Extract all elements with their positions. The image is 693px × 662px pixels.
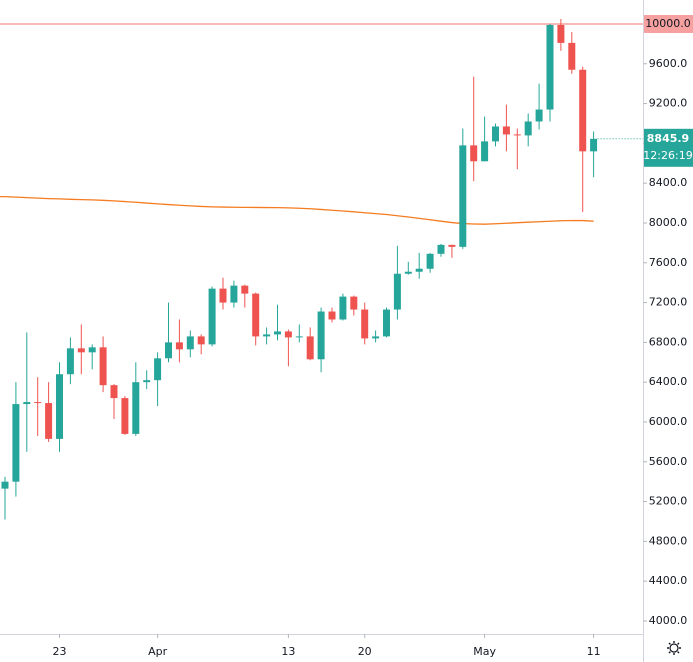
candle-body	[208, 288, 216, 345]
candle-body	[306, 336, 314, 360]
x-tick-label: May	[473, 645, 496, 658]
y-tick-label: 9200.0	[649, 97, 688, 110]
candle-body	[165, 342, 172, 359]
x-tick-label: 11	[587, 645, 601, 658]
candle-body	[1, 481, 9, 489]
candle-body	[23, 402, 31, 405]
candle-body	[99, 347, 107, 386]
level-tag	[644, 14, 693, 33]
candle-body	[143, 380, 151, 383]
candle-body	[568, 42, 576, 70]
y-tick-label: 6400.0	[649, 375, 688, 388]
x-tick-label: Apr	[148, 645, 168, 658]
candle-body	[535, 109, 543, 122]
candle-body	[502, 126, 510, 135]
y-tick-label: 4800.0	[649, 534, 688, 547]
candle-body	[154, 358, 162, 381]
candle-body	[524, 121, 532, 136]
candle-body	[197, 336, 205, 345]
candle-body	[590, 138, 598, 152]
candle-body	[404, 271, 412, 274]
candle-body	[350, 296, 358, 310]
candle-body	[383, 309, 390, 337]
x-tick-label: 20	[358, 645, 372, 658]
candle-body	[110, 385, 118, 399]
candle-body	[426, 253, 434, 269]
candle-body	[328, 311, 336, 320]
candle-body	[448, 244, 456, 247]
candle-body	[470, 145, 478, 162]
candle-body	[546, 24, 554, 110]
candle-body	[437, 244, 445, 254]
countdown-label: 12:26:19	[643, 149, 692, 162]
y-tick-label: 4400.0	[649, 574, 688, 587]
candle-body	[121, 398, 129, 434]
candle-body	[263, 334, 271, 337]
y-tick-label: 5200.0	[649, 495, 688, 508]
candle-body	[415, 268, 423, 272]
candle-body	[230, 285, 238, 303]
last-price-label: 8845.9	[647, 132, 689, 145]
x-tick-label: 23	[53, 645, 67, 658]
candle-body	[175, 342, 183, 350]
y-tick-label: 8000.0	[649, 216, 688, 229]
candle-body	[34, 402, 42, 404]
candle-body	[557, 24, 565, 43]
candle-body	[219, 288, 227, 303]
level-tag-label: 10000.0	[645, 17, 691, 30]
candle-body	[252, 293, 260, 337]
candle-body	[492, 126, 499, 142]
candle-body	[186, 336, 194, 350]
candle-body	[132, 382, 140, 434]
candle-body	[56, 374, 63, 439]
candle-body	[295, 336, 303, 338]
last-price-tag	[644, 128, 693, 167]
y-tick-label: 8400.0	[649, 176, 688, 189]
candle-body	[274, 331, 281, 335]
y-tick-label: 6000.0	[649, 415, 688, 428]
candle-body	[393, 273, 401, 310]
candle-body	[361, 309, 369, 339]
y-tick-label: 7600.0	[649, 256, 688, 269]
y-tick-label: 6800.0	[649, 335, 688, 348]
candle-body	[284, 331, 292, 338]
candle-body	[579, 69, 587, 152]
y-tick-label: 5600.0	[649, 455, 688, 468]
moving-average	[0, 195, 594, 225]
candle-body	[88, 347, 96, 353]
candle-body	[77, 348, 85, 353]
candle-body	[45, 403, 53, 439]
candle-body	[339, 296, 347, 320]
y-tick-label: 4000.0	[649, 614, 688, 627]
settings-icon[interactable]	[667, 641, 681, 655]
candle-body	[481, 141, 489, 162]
candle-body	[12, 404, 20, 482]
x-tick-label: 13	[281, 645, 295, 658]
y-tick-label: 7200.0	[649, 296, 688, 309]
candle-body	[317, 311, 325, 360]
candle-body	[513, 134, 521, 136]
candle-body	[241, 285, 249, 294]
y-tick-label: 9600.0	[649, 57, 688, 70]
candle-body	[66, 348, 74, 375]
candle-body	[372, 336, 380, 339]
candle-body	[459, 145, 467, 247]
